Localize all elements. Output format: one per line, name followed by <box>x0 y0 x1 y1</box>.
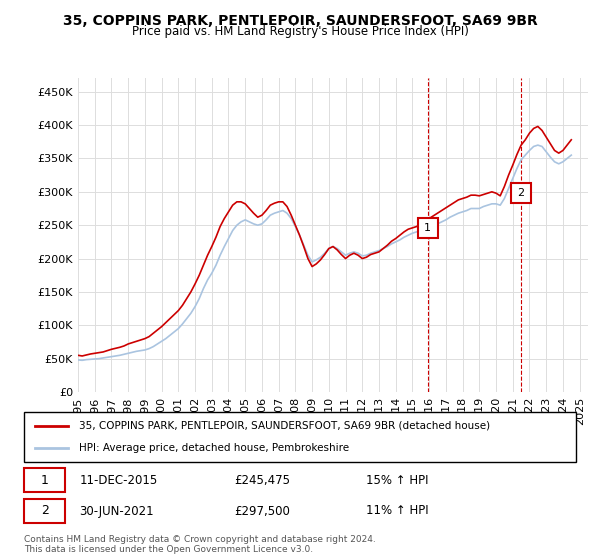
FancyBboxPatch shape <box>24 412 576 462</box>
Text: 15% ↑ HPI: 15% ↑ HPI <box>366 474 429 487</box>
Text: Contains HM Land Registry data © Crown copyright and database right 2024.
This d: Contains HM Land Registry data © Crown c… <box>24 535 376 554</box>
Text: 1: 1 <box>424 223 431 233</box>
Text: 11-DEC-2015: 11-DEC-2015 <box>79 474 157 487</box>
Text: £245,475: £245,475 <box>234 474 290 487</box>
Text: 30-JUN-2021: 30-JUN-2021 <box>79 505 154 517</box>
Text: 35, COPPINS PARK, PENTLEPOIR, SAUNDERSFOOT, SA69 9BR (detached house): 35, COPPINS PARK, PENTLEPOIR, SAUNDERSFO… <box>79 421 490 431</box>
FancyBboxPatch shape <box>24 469 65 492</box>
Text: 2: 2 <box>41 505 49 517</box>
Text: 1: 1 <box>41 474 49 487</box>
Text: 11% ↑ HPI: 11% ↑ HPI <box>366 505 429 517</box>
Text: 35, COPPINS PARK, PENTLEPOIR, SAUNDERSFOOT, SA69 9BR: 35, COPPINS PARK, PENTLEPOIR, SAUNDERSFO… <box>62 14 538 28</box>
Text: 2: 2 <box>518 189 524 198</box>
FancyBboxPatch shape <box>24 500 65 522</box>
Text: HPI: Average price, detached house, Pembrokeshire: HPI: Average price, detached house, Pemb… <box>79 443 349 453</box>
Text: Price paid vs. HM Land Registry's House Price Index (HPI): Price paid vs. HM Land Registry's House … <box>131 25 469 38</box>
Text: £297,500: £297,500 <box>234 505 290 517</box>
